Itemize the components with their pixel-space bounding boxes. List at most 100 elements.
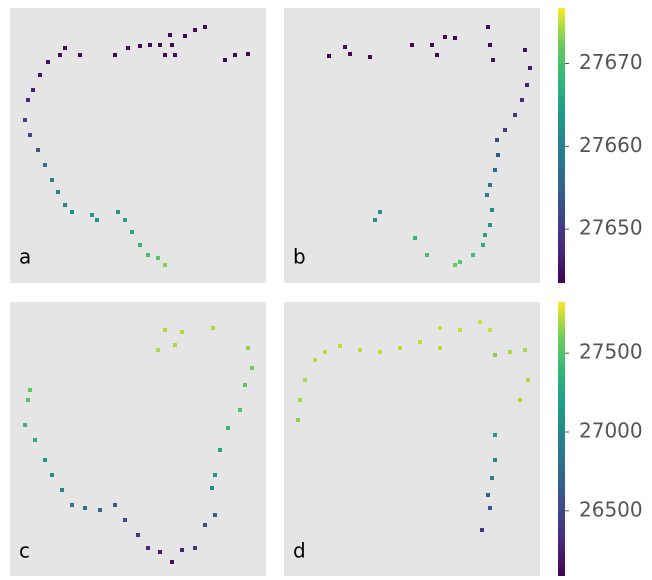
point bbox=[113, 503, 117, 507]
point bbox=[491, 58, 495, 62]
point bbox=[508, 350, 512, 354]
point bbox=[435, 53, 439, 57]
point bbox=[98, 508, 102, 512]
point bbox=[50, 178, 54, 182]
point bbox=[246, 346, 250, 350]
point bbox=[503, 128, 507, 132]
point bbox=[138, 44, 142, 48]
colorbar-tick-label: 27650 bbox=[579, 216, 643, 240]
point bbox=[70, 503, 74, 507]
point bbox=[458, 328, 462, 332]
point bbox=[26, 398, 30, 402]
point bbox=[203, 523, 207, 527]
point bbox=[488, 43, 492, 47]
point bbox=[478, 320, 482, 324]
point bbox=[180, 548, 184, 552]
point bbox=[43, 163, 47, 167]
point bbox=[526, 378, 530, 382]
colorbar bbox=[558, 8, 565, 283]
panel-label: c bbox=[19, 539, 30, 563]
point bbox=[250, 366, 254, 370]
point bbox=[483, 233, 487, 237]
point bbox=[243, 383, 247, 387]
point bbox=[193, 546, 197, 550]
point bbox=[480, 528, 484, 532]
point bbox=[313, 358, 317, 362]
point bbox=[38, 73, 42, 77]
point bbox=[523, 48, 527, 52]
point bbox=[173, 343, 177, 347]
point bbox=[528, 66, 532, 70]
point bbox=[28, 133, 32, 137]
point bbox=[488, 183, 492, 187]
point bbox=[493, 168, 497, 172]
point bbox=[36, 148, 40, 152]
point bbox=[130, 230, 134, 234]
point bbox=[438, 326, 442, 330]
point bbox=[23, 423, 27, 427]
point bbox=[410, 43, 414, 47]
panel-label: b bbox=[293, 245, 306, 269]
point bbox=[156, 256, 160, 260]
panel-label: d bbox=[293, 539, 306, 563]
point bbox=[158, 550, 162, 554]
panel-background bbox=[10, 302, 266, 577]
point bbox=[246, 52, 250, 56]
colorbar-tick-label: 27000 bbox=[579, 419, 643, 443]
colorbar-tick-label: 26500 bbox=[579, 497, 643, 521]
point bbox=[203, 25, 207, 29]
point bbox=[158, 43, 162, 47]
point bbox=[488, 506, 492, 510]
point bbox=[513, 113, 517, 117]
point bbox=[438, 346, 442, 350]
point bbox=[486, 25, 490, 29]
point bbox=[26, 98, 30, 102]
point bbox=[495, 138, 499, 142]
point bbox=[398, 346, 402, 350]
panel-background bbox=[10, 8, 266, 283]
point bbox=[56, 190, 60, 194]
point bbox=[323, 350, 327, 354]
point bbox=[520, 98, 524, 102]
point bbox=[63, 46, 67, 50]
point bbox=[210, 486, 214, 490]
point bbox=[413, 236, 417, 240]
point bbox=[525, 83, 529, 87]
point bbox=[418, 340, 422, 344]
point bbox=[113, 53, 117, 57]
point bbox=[123, 518, 127, 522]
point bbox=[223, 58, 227, 62]
point bbox=[453, 36, 457, 40]
point bbox=[458, 260, 462, 264]
point bbox=[488, 223, 492, 227]
point bbox=[146, 546, 150, 550]
point bbox=[163, 263, 167, 267]
point bbox=[471, 253, 475, 257]
point bbox=[33, 438, 37, 442]
point bbox=[170, 43, 174, 47]
point bbox=[218, 448, 222, 452]
point bbox=[486, 493, 490, 497]
point bbox=[493, 433, 497, 437]
point bbox=[303, 378, 307, 382]
point bbox=[378, 350, 382, 354]
point bbox=[226, 426, 230, 430]
point bbox=[368, 55, 372, 59]
point bbox=[373, 218, 377, 222]
point bbox=[213, 513, 217, 517]
point bbox=[90, 213, 94, 217]
point bbox=[43, 458, 47, 462]
colorbar bbox=[558, 302, 565, 577]
point bbox=[296, 418, 300, 422]
point bbox=[425, 253, 429, 257]
point bbox=[523, 348, 527, 352]
point bbox=[83, 506, 87, 510]
point bbox=[60, 488, 64, 492]
point bbox=[490, 476, 494, 480]
point bbox=[78, 53, 82, 57]
point bbox=[173, 53, 177, 57]
point bbox=[50, 473, 54, 477]
point bbox=[70, 210, 74, 214]
point bbox=[238, 408, 242, 412]
